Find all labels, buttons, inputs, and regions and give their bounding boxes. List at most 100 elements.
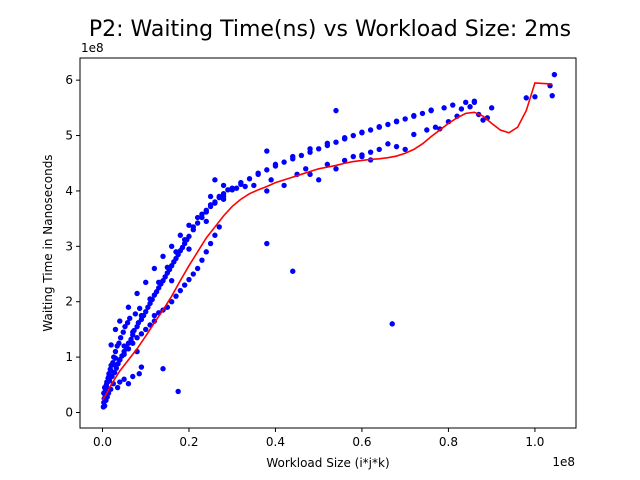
data-point	[204, 249, 209, 254]
data-point	[251, 183, 256, 188]
data-point	[104, 379, 109, 384]
data-point	[212, 177, 217, 182]
data-point	[143, 327, 148, 332]
y-tick-label: 5	[65, 129, 73, 143]
data-point	[290, 269, 295, 274]
data-point	[169, 244, 174, 249]
data-point	[303, 166, 308, 171]
data-point	[450, 102, 455, 107]
data-point	[195, 220, 200, 225]
data-point	[359, 152, 364, 157]
data-point	[394, 118, 399, 123]
data-point	[118, 335, 123, 340]
y-tick-label: 6	[65, 73, 73, 87]
data-point	[173, 293, 178, 298]
data-point	[113, 349, 118, 354]
data-point	[175, 389, 180, 394]
data-point	[281, 183, 286, 188]
data-point	[264, 241, 269, 246]
data-point	[532, 94, 537, 99]
data-point	[394, 144, 399, 149]
y-tick-label: 2	[65, 295, 73, 309]
data-point	[199, 257, 204, 262]
data-point	[264, 148, 269, 153]
data-point	[116, 341, 121, 346]
data-point	[377, 124, 382, 129]
data-point	[126, 381, 131, 386]
x-tick-label: 0.6	[352, 435, 371, 449]
data-point	[351, 154, 356, 159]
data-point	[333, 108, 338, 113]
data-point	[191, 224, 196, 229]
data-point	[121, 352, 126, 357]
data-point	[385, 141, 390, 146]
data-point	[325, 141, 330, 146]
data-point	[182, 282, 187, 287]
y-axis-offset-label: 1e8	[81, 41, 104, 55]
data-point	[126, 346, 131, 351]
data-point	[299, 153, 304, 158]
x-tick-label: 0.4	[266, 435, 285, 449]
data-point	[108, 368, 113, 373]
x-tick-label: 0.8	[439, 435, 458, 449]
data-point	[208, 241, 213, 246]
data-point	[489, 105, 494, 110]
data-point	[385, 122, 390, 127]
y-tick-label: 0	[65, 405, 73, 419]
data-point	[195, 266, 200, 271]
data-point	[143, 280, 148, 285]
data-point	[113, 363, 118, 368]
chart-title: P2: Waiting Time(ns) vs Workload Size: 2…	[89, 17, 571, 42]
data-point	[273, 162, 278, 167]
data-point	[137, 306, 142, 311]
data-point	[117, 318, 122, 323]
data-point	[550, 93, 555, 98]
data-point	[264, 188, 269, 193]
data-point	[359, 130, 364, 135]
data-point	[113, 327, 118, 332]
data-point	[186, 234, 191, 239]
data-point	[463, 100, 468, 105]
data-point	[290, 154, 295, 159]
data-point	[221, 197, 226, 202]
data-point	[178, 288, 183, 293]
data-point	[139, 331, 144, 336]
data-point	[307, 146, 312, 151]
data-point	[137, 371, 142, 376]
data-point	[402, 147, 407, 152]
data-point	[255, 171, 260, 176]
data-point	[186, 277, 191, 282]
data-point	[127, 316, 132, 321]
data-point	[247, 176, 252, 181]
data-point	[182, 237, 187, 242]
data-point	[234, 185, 239, 190]
data-point	[133, 311, 138, 316]
x-tick-label: 0.0	[93, 435, 112, 449]
data-point	[195, 215, 200, 220]
data-point	[139, 313, 144, 318]
data-point	[524, 95, 529, 100]
data-point	[208, 194, 213, 199]
data-point	[169, 278, 174, 283]
data-point	[377, 147, 382, 152]
plot-frame	[80, 58, 576, 428]
data-point	[368, 127, 373, 132]
data-point	[552, 72, 557, 77]
data-point	[212, 233, 217, 238]
data-point	[281, 159, 286, 164]
data-point	[117, 379, 122, 384]
data-point	[160, 366, 165, 371]
data-point	[225, 187, 230, 192]
data-point	[165, 265, 170, 270]
data-point	[368, 149, 373, 154]
data-point	[160, 254, 165, 259]
data-point	[115, 385, 120, 390]
data-point	[191, 271, 196, 276]
data-point	[472, 100, 477, 105]
data-point	[108, 342, 113, 347]
y-axis: 0123456	[65, 73, 80, 419]
data-point	[411, 113, 416, 118]
data-point	[126, 305, 131, 310]
data-point	[178, 233, 183, 238]
data-point	[420, 111, 425, 116]
